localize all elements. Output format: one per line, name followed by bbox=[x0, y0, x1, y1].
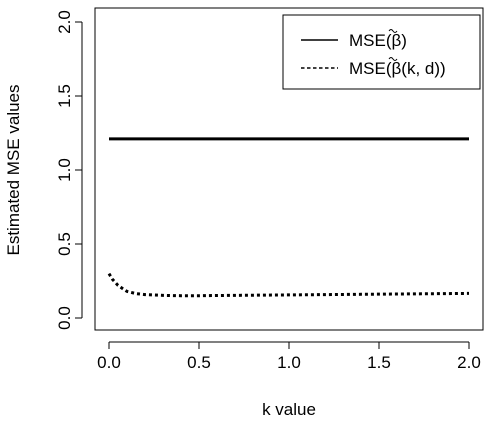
axes: 0.0 0.5 1.0 1.5 2.0 0.0 0.5 1.0 1.5 2.0 bbox=[55, 10, 481, 372]
x-tick-label: 1.0 bbox=[277, 353, 301, 372]
x-tick-label: 2.0 bbox=[457, 353, 481, 372]
legend-box bbox=[282, 14, 481, 90]
y-tick-label: 1.5 bbox=[55, 84, 74, 108]
y-tick-label: 0.0 bbox=[55, 306, 74, 330]
x-tick-label: 0.0 bbox=[97, 353, 121, 372]
series-lines bbox=[107, 137, 470, 298]
y-axis-label: Estimated MSE values bbox=[4, 84, 23, 255]
plot-area bbox=[94, 7, 484, 331]
tilde-mark bbox=[388, 57, 398, 61]
y-tick-label: 2.0 bbox=[55, 10, 74, 34]
x-axis-label: k value bbox=[262, 400, 316, 419]
plot-border bbox=[94, 7, 484, 331]
x-tick-label: 0.5 bbox=[187, 353, 211, 372]
tilde-mark bbox=[388, 29, 398, 33]
legend: MSE(β) MSE(β(k, d)) bbox=[282, 14, 481, 90]
series-line-2 bbox=[107, 272, 470, 298]
legend-entry-mse-beta-tilde-kd: MSE(β(k, d)) bbox=[349, 59, 446, 78]
y-tick-label: 1.0 bbox=[55, 158, 74, 182]
legend-entry-mse-beta-tilde: MSE(β) bbox=[349, 31, 407, 50]
x-tick-label: 1.5 bbox=[367, 353, 391, 372]
y-tick-label: 0.5 bbox=[55, 232, 74, 256]
